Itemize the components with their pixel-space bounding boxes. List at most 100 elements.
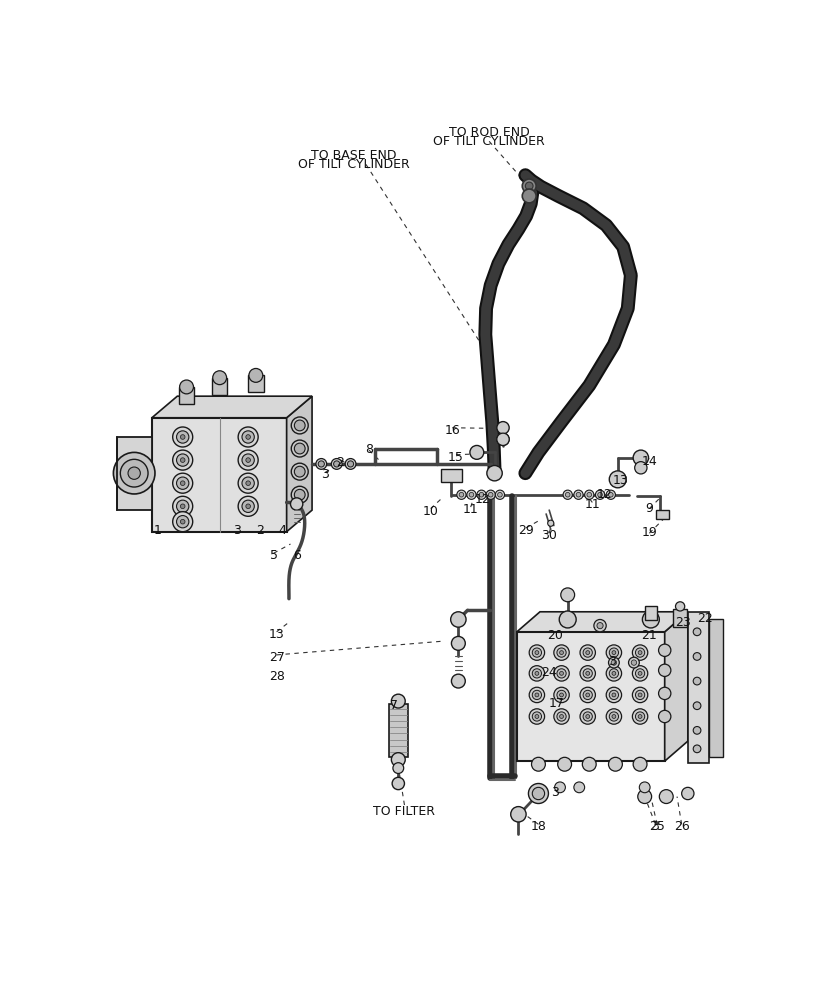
Circle shape — [595, 491, 604, 500]
Circle shape — [238, 473, 258, 494]
Circle shape — [609, 690, 618, 700]
Circle shape — [291, 417, 308, 435]
Circle shape — [605, 491, 614, 500]
Text: 3: 3 — [651, 819, 658, 832]
Circle shape — [633, 451, 647, 466]
Circle shape — [605, 709, 621, 725]
Circle shape — [635, 649, 644, 658]
Circle shape — [692, 628, 700, 636]
Circle shape — [637, 790, 651, 804]
Bar — [179, 387, 194, 404]
Circle shape — [580, 666, 595, 681]
Text: 12: 12 — [474, 493, 490, 506]
Circle shape — [246, 458, 250, 463]
Circle shape — [557, 757, 570, 771]
Bar — [709, 620, 722, 757]
Circle shape — [527, 784, 548, 804]
Circle shape — [476, 491, 485, 500]
Circle shape — [528, 645, 544, 661]
Circle shape — [496, 434, 508, 446]
Circle shape — [559, 715, 563, 719]
Circle shape — [494, 491, 504, 500]
Circle shape — [596, 623, 603, 629]
Circle shape — [609, 712, 618, 722]
Circle shape — [486, 466, 502, 481]
Text: 6: 6 — [292, 549, 301, 562]
Text: 1: 1 — [154, 524, 161, 536]
Circle shape — [635, 712, 644, 722]
Circle shape — [392, 763, 403, 774]
Text: 30: 30 — [541, 528, 556, 541]
Circle shape — [681, 788, 693, 800]
Circle shape — [553, 645, 569, 661]
Circle shape — [291, 463, 308, 480]
Text: 25: 25 — [648, 819, 664, 832]
Circle shape — [242, 432, 254, 444]
Text: OF TILT CYLINDER: OF TILT CYLINDER — [433, 135, 544, 148]
Circle shape — [553, 666, 569, 681]
Circle shape — [246, 481, 250, 486]
Circle shape — [611, 671, 615, 675]
Circle shape — [181, 505, 185, 509]
Circle shape — [585, 671, 589, 675]
Circle shape — [658, 790, 672, 804]
Circle shape — [608, 658, 619, 669]
Text: 7: 7 — [390, 698, 398, 711]
Circle shape — [113, 453, 155, 494]
Circle shape — [556, 712, 566, 722]
Circle shape — [609, 649, 618, 658]
Circle shape — [318, 461, 324, 467]
Circle shape — [634, 462, 646, 474]
Circle shape — [553, 709, 569, 725]
Circle shape — [172, 428, 192, 448]
Circle shape — [176, 432, 189, 444]
Text: 5: 5 — [269, 549, 277, 562]
Circle shape — [181, 435, 185, 440]
Circle shape — [633, 757, 646, 771]
Circle shape — [479, 493, 484, 498]
Circle shape — [180, 381, 193, 394]
Circle shape — [585, 715, 589, 719]
Circle shape — [242, 455, 254, 466]
Circle shape — [315, 459, 326, 470]
Circle shape — [534, 715, 538, 719]
Circle shape — [176, 455, 189, 466]
Circle shape — [246, 505, 250, 509]
Polygon shape — [664, 612, 687, 761]
Circle shape — [638, 715, 641, 719]
Circle shape — [531, 757, 545, 771]
Circle shape — [582, 649, 592, 658]
Circle shape — [635, 669, 644, 678]
Text: 19: 19 — [641, 526, 657, 538]
Circle shape — [391, 753, 405, 767]
Text: 15: 15 — [448, 451, 464, 463]
Circle shape — [559, 671, 563, 675]
Text: 14: 14 — [641, 455, 657, 467]
Circle shape — [488, 493, 493, 498]
Text: OF TILT CYLINDER: OF TILT CYLINDER — [297, 158, 409, 171]
Circle shape — [176, 477, 189, 490]
Circle shape — [238, 497, 258, 517]
Circle shape — [580, 709, 595, 725]
Circle shape — [466, 491, 475, 500]
Circle shape — [611, 651, 615, 655]
Circle shape — [593, 620, 605, 632]
Circle shape — [559, 693, 563, 697]
Circle shape — [128, 467, 140, 480]
Circle shape — [585, 693, 589, 697]
Circle shape — [547, 521, 553, 527]
Circle shape — [692, 677, 700, 685]
Circle shape — [246, 435, 250, 440]
Circle shape — [522, 190, 536, 204]
Circle shape — [450, 612, 465, 627]
Text: TO ROD END: TO ROD END — [448, 125, 529, 139]
Circle shape — [238, 428, 258, 448]
Circle shape — [172, 451, 192, 470]
Text: 16: 16 — [444, 423, 460, 437]
Text: 28: 28 — [268, 669, 284, 682]
Circle shape — [559, 651, 563, 655]
Circle shape — [556, 690, 566, 700]
Circle shape — [556, 669, 566, 678]
Circle shape — [657, 665, 670, 676]
Circle shape — [525, 183, 532, 190]
